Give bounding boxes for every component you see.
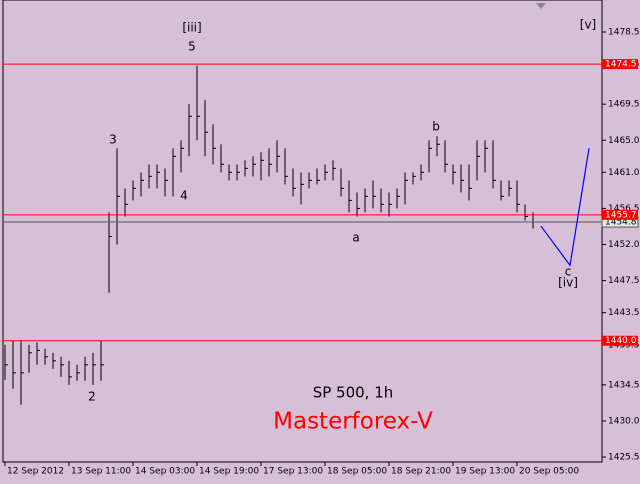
wave-label: 5 [188, 40, 196, 54]
level-label: 1440.0 [605, 336, 637, 346]
x-tick-label: 19 Sep 13:00 [455, 467, 515, 477]
wave-label: [v] [580, 18, 596, 32]
y-tick-label: 1430.0 [608, 416, 640, 426]
y-tick-label: 1478.5 [608, 27, 640, 37]
projection-line [540, 148, 590, 267]
y-tick-label: 1465.0 [608, 136, 640, 146]
level-label-box [602, 59, 638, 70]
x-tick-label: 13 Sep 11:00 [71, 467, 131, 477]
x-tick-label: 14 Sep 19:00 [199, 467, 259, 477]
y-tick-label: 1452.0 [608, 240, 640, 250]
chart-title: SP 500, 1h [313, 384, 394, 402]
level-label: 1474.5 [605, 60, 637, 70]
x-tick-label: 17 Sep 13:00 [263, 467, 323, 477]
level-label-box [602, 335, 638, 346]
x-tick-label: 20 Sep 05:00 [519, 467, 579, 477]
x-tick-label: 12 Sep 2012 [7, 467, 64, 477]
y-tick-label: 1425.5 [608, 453, 640, 463]
y-tick-label: 1456.5 [608, 204, 640, 214]
scroll-marker [536, 3, 546, 9]
level-label-box [602, 209, 638, 220]
wave-label: 2 [88, 390, 96, 404]
x-tick-label: 18 Sep 21:00 [391, 467, 451, 477]
wave-label: [iv] [558, 276, 578, 290]
current-label: 1454.8 [605, 218, 637, 228]
x-tick-label: 18 Sep 05:00 [327, 467, 387, 477]
plot-frame [2, 0, 603, 463]
y-tick-label: 1469.5 [608, 100, 640, 110]
wave-label: a [352, 231, 359, 245]
wave-label: b [432, 120, 440, 134]
wave-label: 4 [180, 189, 188, 203]
y-tick-label: 1461.0 [608, 168, 640, 178]
y-tick-label: 1447.5 [608, 276, 640, 286]
wave-label: 3 [109, 133, 117, 147]
x-tick-label: 14 Sep 03:00 [135, 467, 195, 477]
wave-label: [iii] [182, 21, 201, 35]
y-tick-label: 1434.5 [608, 380, 640, 390]
level-label: 1455.7 [605, 210, 637, 220]
wave-label: c [565, 265, 572, 279]
chart-subtitle: Masterforex-V [273, 409, 433, 435]
y-tick-label: 1443.5 [608, 308, 640, 318]
